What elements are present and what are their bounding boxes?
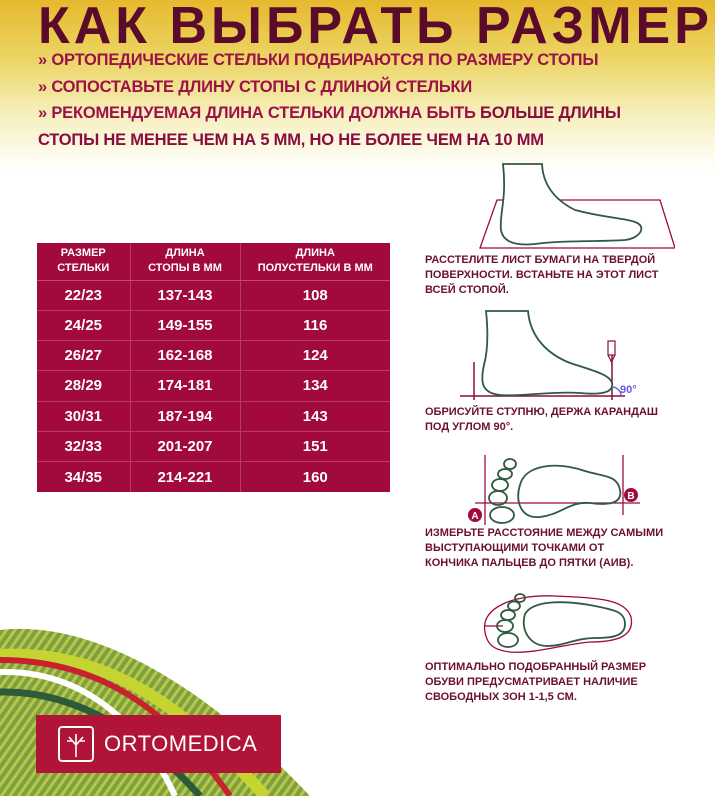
insole-length-cell: 108	[239, 279, 390, 311]
bullet-3: » РЕКОМЕНДУЕМАЯ ДЛИНА СТЕЛЬКИ ДОЛЖНА БЫТ…	[38, 104, 621, 123]
point-b-label: B	[627, 491, 634, 502]
table-row: 22/23 137-143 108	[37, 279, 390, 311]
size-cell: 26/27	[37, 340, 130, 371]
insole-length-cell: 160	[239, 461, 390, 492]
trace-foot-illustration: 90°	[460, 310, 637, 400]
table-header: РАЗМЕР СТЕЛЬКИ ДЛИНА СТОПЫ В ММ ДЛИНА ПОЛУС…	[37, 243, 390, 281]
step-1-text: РАССТЕЛИТЕ ЛИСТ БУМАГИ НА ТВЕРДОЙ ПОВЕРХН…	[425, 254, 659, 296]
foot-length-cell: 137-143	[129, 279, 240, 311]
bullet-1: » ОРТОПЕДИЧЕСКИЕ СТЕЛЬКИ ПОДБИРАЮТСЯ ПО …	[38, 51, 599, 69]
bullet-2: » СОПОСТАВЬТЕ ДЛИНУ СТОПЫ С ДЛИНОЙ СТЕЛЬ…	[38, 78, 473, 96]
point-a-label: A	[471, 511, 478, 522]
brand-name: ORTOMEDICA	[104, 731, 258, 756]
header-insole-length: ДЛИНА ПОЛУСТЕЛЬКИ В ММ	[239, 243, 390, 281]
header-foot-length: ДЛИНА СТОПЫ В ММ	[129, 243, 240, 281]
bullet-3-text: » РЕКОМЕНДУЕМАЯ ДЛИНА СТЕЛЬКИ ДОЛЖНА БЫТ…	[38, 104, 481, 122]
size-table: РАЗМЕР СТЕЛЬКИ ДЛИНА СТОПЫ В ММ ДЛИНА ПОЛУС…	[37, 243, 390, 492]
pencil-icon	[607, 340, 616, 356]
page-title: КАК ВЫБРАТЬ РАЗМЕР?	[38, 0, 715, 55]
size-cell: 30/31	[37, 400, 130, 432]
step-2-text: ОБРИСУЙТЕ СТУПНЮ, ДЕРЖА КАРАНДАШ ПОД УГЛО…	[425, 406, 658, 433]
insole-length-cell: 134	[239, 370, 390, 402]
header-size: РАЗМЕР СТЕЛЬКИ	[37, 243, 130, 281]
tree-icon	[58, 726, 94, 762]
table-row: 32/33 201-207 151	[37, 430, 390, 462]
size-cell: 32/33	[37, 430, 130, 462]
size-cell: 34/35	[37, 461, 130, 492]
table-row: 34/35 214-221 160	[37, 461, 390, 492]
bullet-3-bold: БОЛЬШЕ ДЛИНЫ	[480, 104, 621, 122]
size-cell: 24/25	[37, 309, 130, 341]
table-row: 28/29 174-181 134	[37, 370, 390, 402]
foot-length-cell: 201-207	[129, 430, 240, 462]
step-3-text: ИЗМЕРЬТЕ РАССТОЯНИЕ МЕЖДУ САМЫМИ ВЫСТУПАЮ…	[425, 527, 664, 569]
foot-length-cell: 174-181	[129, 370, 240, 402]
foot-on-paper-illustration	[479, 163, 675, 249]
measure-foot-illustration: A B	[468, 455, 640, 525]
insole-length-cell: 151	[239, 430, 390, 462]
angle-label: 90°	[620, 384, 637, 396]
step-4-text: ОПТИМАЛЬНО ПОДОБРАННЫЙ РАЗМЕР ОБУВИ ПРЕДУ…	[425, 661, 647, 703]
size-cell: 22/23	[37, 279, 130, 311]
brand-logo: ORTOMEDICA	[36, 715, 281, 773]
foot-length-cell: 214-221	[129, 461, 240, 492]
foot-length-cell: 149-155	[129, 309, 240, 341]
insole-length-cell: 116	[239, 309, 390, 341]
insole-length-cell: 143	[239, 400, 390, 432]
insole-length-cell: 124	[239, 340, 390, 371]
table-row: 26/27 162-168 124	[37, 340, 390, 371]
bullet-3-continued: СТОПЫ НЕ МЕНЕЕ ЧЕМ НА 5 ММ, НО НЕ БОЛЕЕ …	[38, 131, 544, 149]
shoe-fit-illustration	[483, 593, 633, 653]
table-row: 30/31 187-194 143	[37, 400, 390, 432]
foot-length-cell: 162-168	[129, 340, 240, 371]
table-row: 24/25 149-155 116	[37, 309, 390, 341]
header-gradient	[0, 0, 715, 170]
foot-length-cell: 187-194	[129, 400, 240, 432]
size-cell: 28/29	[37, 370, 130, 402]
